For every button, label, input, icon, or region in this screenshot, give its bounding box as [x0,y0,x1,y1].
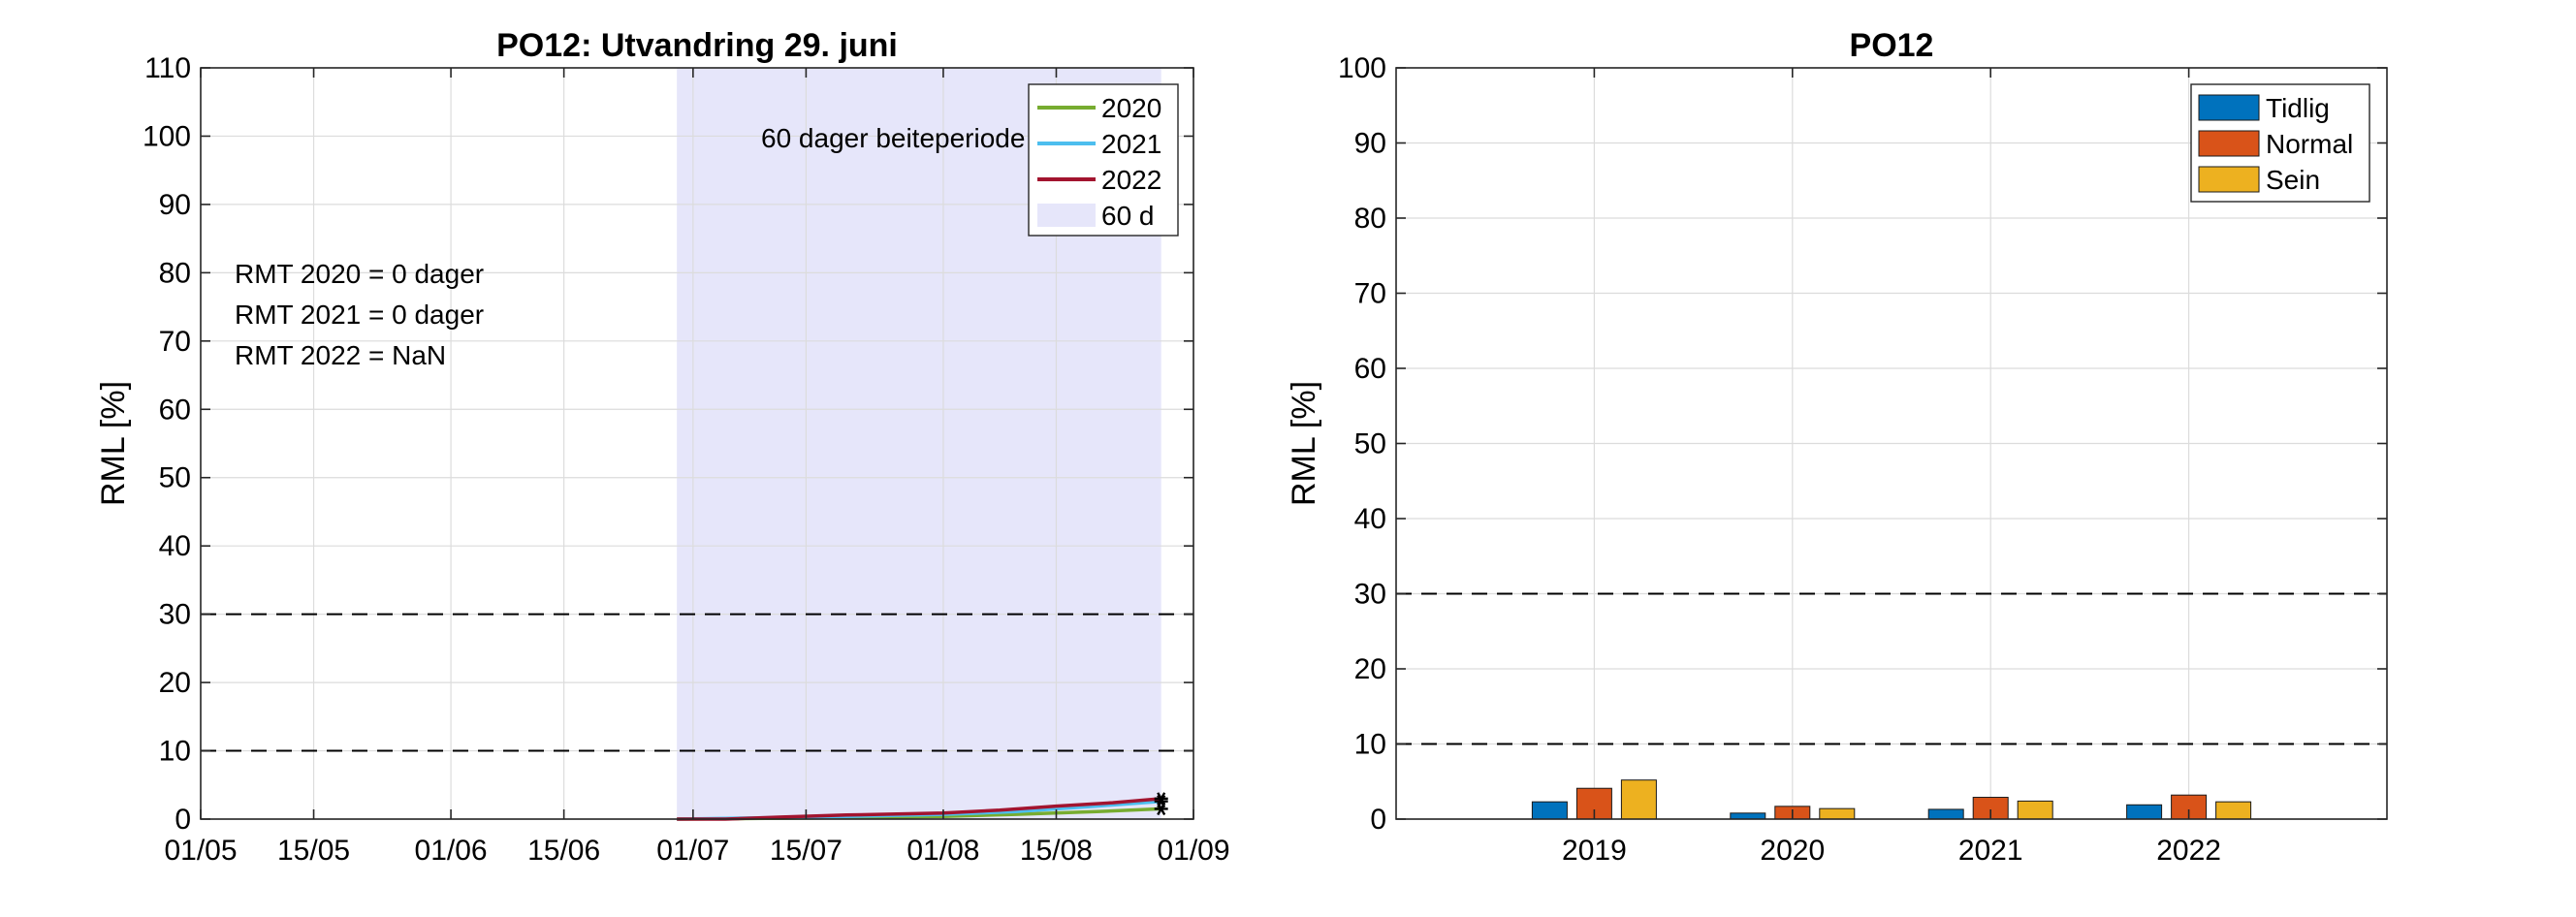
rmt-annotation-2020: RMT 2020 = 0 dager [235,259,484,289]
left-legend: 2020 2021 2022 60 d [1028,83,1179,237]
bar-sein-2019 [1620,779,1657,820]
legend-swatch-normal [2198,130,2260,157]
right-bar-chart: 2019 2020 2021 2022 0102030405060708090100 … [1286,27,2388,867]
legend-label-2020: 2020 [1101,93,1161,123]
left-y-tick-labels: 0 10 20 30 40 50 60 70 80 90 100 110 [143,52,191,836]
legend-swatch-tidlig [2198,94,2260,121]
legend-label-2021: 2021 [1101,129,1161,159]
x-tick-label: 2019 [1562,835,1627,867]
bar-sein-2020 [1819,807,1856,820]
y-tick-label: 0 [175,804,191,836]
legend-label-sein: Sein [2266,165,2320,195]
y-tick-label: 40 [1354,503,1386,535]
x-tick-label: 2022 [2156,835,2221,867]
right-tick-marks [1396,67,2387,820]
x-tick-label: 01/08 [906,835,979,867]
y-tick-label: 20 [1354,653,1386,685]
rmt-annotation-2022: RMT 2022 = NaN [235,340,446,370]
right-x-tick-labels: 2019 2020 2021 2022 [1562,835,2221,867]
y-tick-label: 50 [159,462,191,494]
legend-swatch-sein [2198,166,2260,193]
x-tick-label: 01/07 [656,835,729,867]
x-tick-label: 01/09 [1157,835,1229,867]
x-tick-label: 15/05 [277,835,350,867]
y-tick-label: 80 [1354,203,1386,235]
right-bars [1531,779,2252,820]
y-tick-label: 110 [144,52,191,84]
right-threshold-lines [1396,592,2387,745]
x-tick-label: 2021 [1958,835,2023,867]
right-legend: Tidlig Normal Sein [2190,83,2370,203]
x-tick-label: 15/07 [770,835,843,867]
left-threshold-lines [201,613,1193,752]
bar-tidlig-2021 [1927,808,1964,820]
y-tick-label: 100 [1338,52,1386,84]
right-y-axis-label: RML [%] [1286,381,1322,506]
left-y-axis-label: RML [%] [95,381,132,506]
left-tick-marks [200,67,1194,820]
x-tick-label: 01/05 [164,835,237,867]
right-chart-title: PO12 [1850,27,1934,64]
left-chart-title: PO12: Utvandring 29. juni [496,27,898,64]
legend-label-2022: 2022 [1101,165,1161,195]
y-tick-label: 90 [1354,128,1386,160]
period-label: 60 dager beiteperiode [761,123,1025,153]
x-tick-label: 01/06 [415,835,488,867]
legend-swatch-60d [1037,204,1096,227]
right-y-tick-labels: 0 10 20 30 40 50 60 70 80 90 100 [1338,52,1386,836]
left-x-tick-labels: 01/05 15/05 01/06 15/06 01/07 15/07 01/08 15/08… [164,835,1229,867]
x-tick-label: 15/08 [1020,835,1093,867]
end-marker [1157,792,1166,806]
end-marker [1157,795,1166,808]
y-tick-label: 30 [1354,579,1386,611]
bar-tidlig-2022 [2126,804,2163,820]
y-tick-label: 10 [1354,729,1386,761]
y-tick-label: 0 [1370,804,1386,836]
legend-label-normal: Normal [2266,129,2353,159]
bar-sein-2022 [2215,801,2252,820]
y-tick-label: 40 [159,530,191,562]
bar-sein-2021 [2017,800,2053,820]
x-tick-label: 15/06 [527,835,600,867]
y-tick-label: 30 [159,599,191,631]
y-tick-label: 60 [159,394,191,426]
bar-tidlig-2019 [1531,801,1568,820]
legend-label-60d: 60 d [1101,201,1155,231]
y-tick-label: 50 [1354,428,1386,460]
left-end-markers [1154,792,1168,816]
y-tick-label: 60 [1354,353,1386,385]
legend-label-tidlig: Tidlig [2266,93,2330,123]
y-tick-label: 70 [159,326,191,358]
y-tick-label: 70 [1354,278,1386,310]
y-tick-label: 100 [143,120,191,152]
bar-tidlig-2020 [1730,812,1766,820]
x-tick-label: 2020 [1760,835,1825,867]
y-tick-label: 20 [159,667,191,699]
y-tick-label: 90 [159,189,191,221]
left-line-chart: 01/05 15/05 01/06 15/06 01/07 15/07 01/08 15/08… [95,27,1230,867]
rmt-annotation-2021: RMT 2021 = 0 dager [235,300,484,330]
y-tick-label: 80 [159,257,191,289]
y-tick-label: 10 [159,736,191,768]
left-axes-box [200,67,1194,820]
